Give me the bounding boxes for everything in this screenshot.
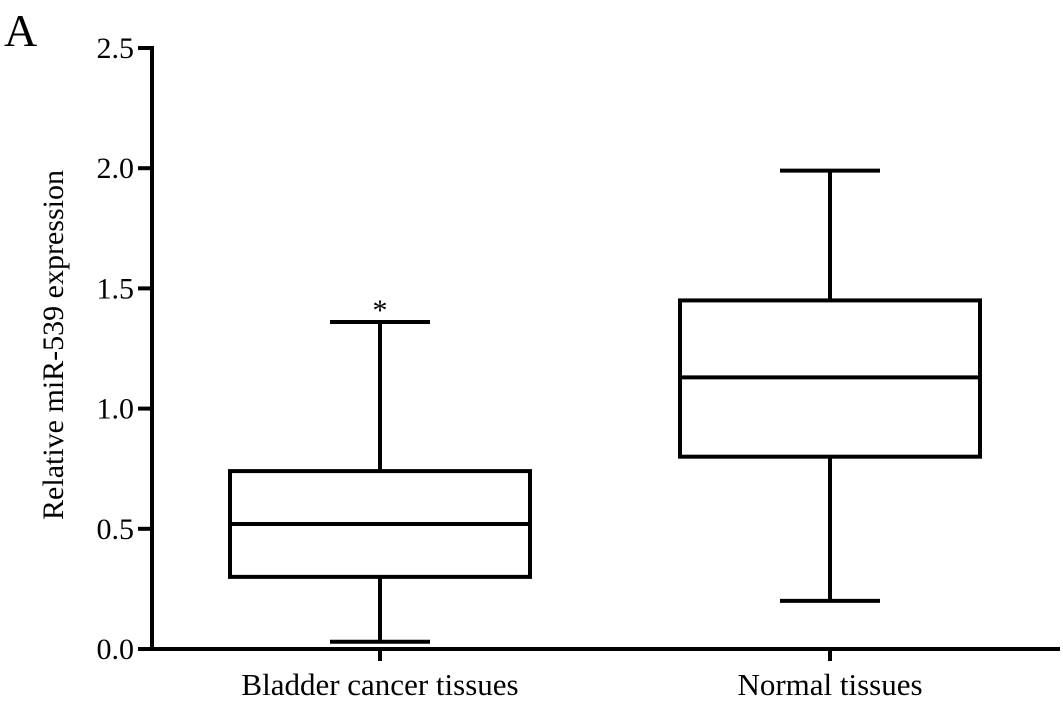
panel-label: A xyxy=(4,5,37,56)
axes: 0.0 0.5 1.0 1.5 2.0 2.5 Bladder cancer tissues… xyxy=(97,32,1060,702)
box-group xyxy=(678,168,982,603)
boxes: * xyxy=(228,168,982,644)
y-tick-label: 2.0 xyxy=(97,152,135,185)
y-axis-label: Relative miR-539 expression xyxy=(37,170,70,520)
y-tick-label: 1.0 xyxy=(97,393,135,426)
x-category-label: Bladder cancer tissues xyxy=(241,667,518,702)
y-tick-label: 1.5 xyxy=(97,272,135,305)
y-tick-label: 0.0 xyxy=(97,633,135,666)
x-category-label: Normal tissues xyxy=(737,667,922,702)
significance-marker: * xyxy=(373,294,388,327)
box-group: * xyxy=(228,294,532,644)
y-tick-label: 0.5 xyxy=(97,513,135,546)
y-tick-label: 2.5 xyxy=(97,32,135,65)
